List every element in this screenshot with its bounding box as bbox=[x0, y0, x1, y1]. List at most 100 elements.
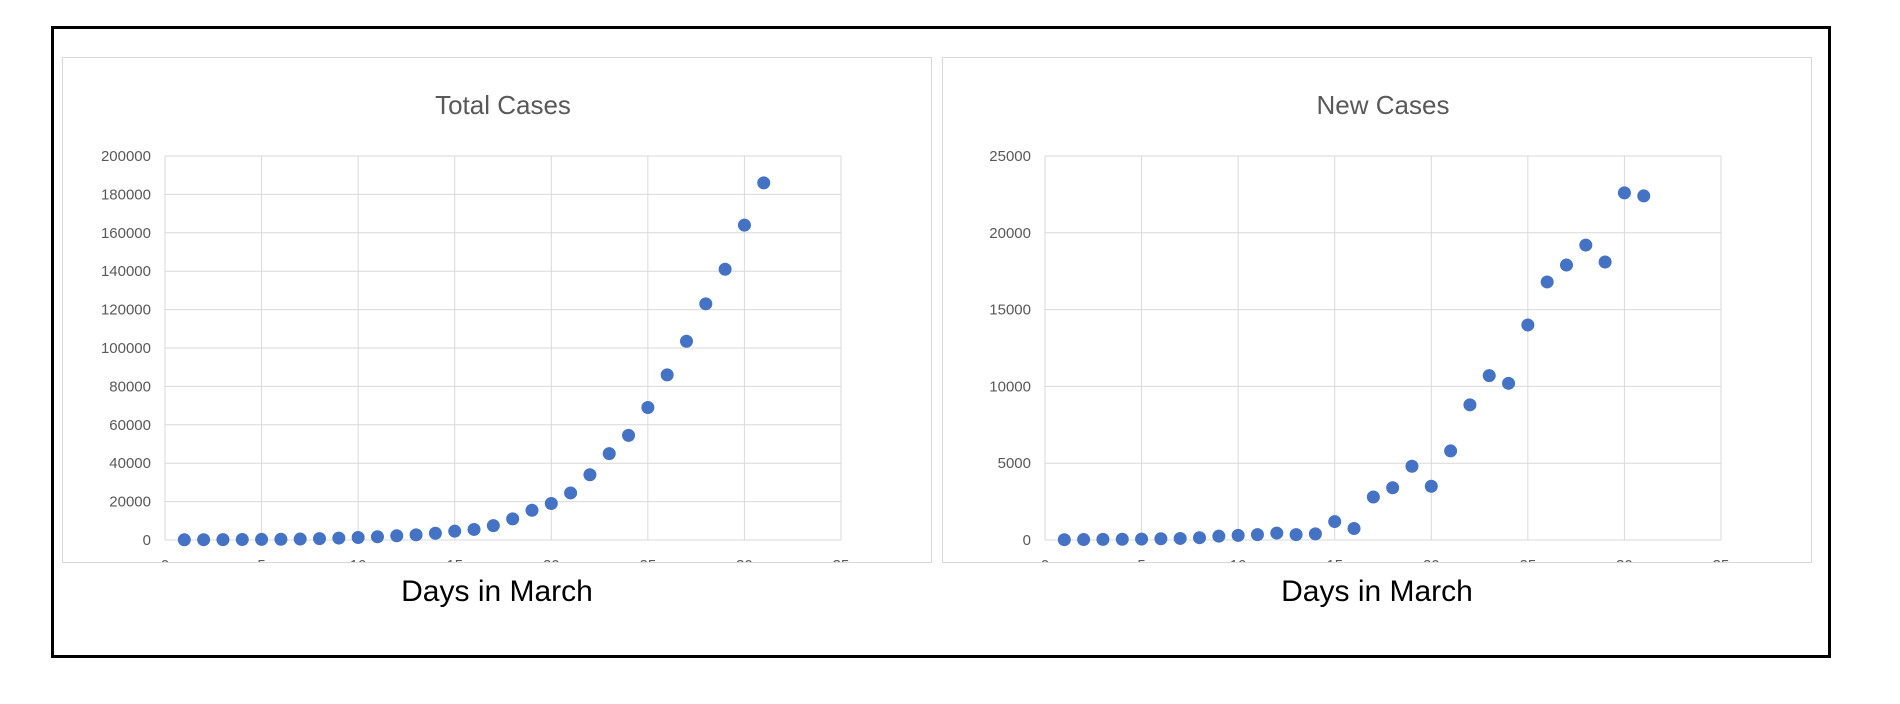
new-cases-data-point bbox=[1115, 532, 1129, 546]
new-cases-x-tick-label: 15 bbox=[1326, 557, 1343, 562]
new-cases-x-tick-label: 10 bbox=[1230, 557, 1247, 562]
total-cases-data-point bbox=[757, 176, 771, 190]
new-cases-data-point bbox=[1154, 532, 1168, 546]
new-cases-data-point bbox=[1617, 186, 1631, 200]
total-cases-chart-panel: Total Cases 0 20000 40000 60000 80000 100000 12… bbox=[62, 57, 932, 563]
total-cases-data-point bbox=[274, 532, 288, 546]
new-cases-data-point bbox=[1231, 528, 1245, 542]
new-cases-x-tick-label: 20 bbox=[1423, 557, 1440, 562]
total-cases-data-point bbox=[525, 503, 539, 517]
new-cases-data-point bbox=[1386, 481, 1400, 495]
total-cases-y-tick-label: 140000 bbox=[101, 263, 151, 280]
new-cases-x-axis-label: Days in March bbox=[1281, 575, 1473, 608]
total-cases-x-tick-label: 30 bbox=[736, 557, 753, 562]
total-cases-y-tick-label: 100000 bbox=[101, 340, 151, 357]
new-cases-data-point bbox=[1173, 531, 1187, 545]
total-cases-data-point bbox=[641, 401, 655, 415]
total-cases-data-point bbox=[235, 533, 249, 547]
total-cases-x-tick-label: 15 bbox=[446, 557, 463, 562]
new-cases-data-point bbox=[1212, 529, 1226, 543]
total-cases-x-tick-label: 35 bbox=[833, 557, 850, 562]
new-cases-data-point bbox=[1463, 398, 1477, 412]
new-cases-y-tick-label: 0 bbox=[1023, 532, 1031, 549]
new-cases-x-tick-label: 30 bbox=[1616, 557, 1633, 562]
new-cases-data-point bbox=[1502, 376, 1516, 390]
total-cases-x-tick-label: 10 bbox=[350, 557, 367, 562]
total-cases-y-tick-label: 200000 bbox=[101, 148, 151, 165]
total-cases-data-point bbox=[506, 512, 520, 526]
total-cases-data-point bbox=[428, 526, 442, 540]
total-cases-data-point bbox=[448, 524, 462, 538]
new-cases-data-point bbox=[1521, 318, 1535, 332]
total-cases-data-point bbox=[583, 468, 597, 482]
total-cases-y-tick-label: 80000 bbox=[109, 378, 151, 395]
new-cases-data-point bbox=[1270, 526, 1284, 540]
total-cases-chart-title: Total Cases bbox=[435, 90, 571, 120]
total-cases-data-point bbox=[544, 497, 558, 511]
new-cases-data-point bbox=[1540, 275, 1554, 289]
total-cases-y-tick-label: 180000 bbox=[101, 186, 151, 203]
new-cases-data-point bbox=[1135, 532, 1149, 546]
new-cases-data-point bbox=[1250, 528, 1264, 542]
total-cases-y-tick-label: 20000 bbox=[109, 494, 151, 511]
total-cases-data-point bbox=[197, 533, 211, 547]
new-cases-y-tick-label: 15000 bbox=[989, 302, 1031, 319]
total-cases-data-point bbox=[177, 533, 191, 547]
new-cases-y-tick-label: 10000 bbox=[989, 378, 1031, 395]
total-cases-data-point bbox=[486, 519, 500, 533]
new-cases-data-point bbox=[1096, 532, 1110, 546]
total-cases-x-tick-label: 5 bbox=[257, 557, 265, 562]
new-cases-data-point bbox=[1559, 258, 1573, 272]
total-cases-data-point bbox=[467, 522, 481, 536]
new-cases-data-point bbox=[1193, 531, 1207, 545]
new-cases-data-point bbox=[1057, 533, 1071, 547]
new-cases-data-point bbox=[1308, 527, 1322, 541]
new-cases-data-point bbox=[1347, 521, 1361, 535]
new-cases-data-point bbox=[1637, 189, 1651, 203]
new-cases-data-point bbox=[1077, 533, 1091, 547]
new-cases-x-tick-label: 25 bbox=[1520, 557, 1537, 562]
total-cases-chart: Total Cases 0 20000 40000 60000 80000 100000 12… bbox=[101, 90, 850, 562]
new-cases-data-point bbox=[1366, 490, 1380, 504]
new-cases-data-point bbox=[1444, 444, 1458, 458]
total-cases-data-point bbox=[255, 532, 269, 546]
new-cases-x-tick-label: 5 bbox=[1137, 557, 1145, 562]
total-cases-data-point bbox=[409, 528, 423, 542]
new-cases-data-point bbox=[1405, 459, 1419, 473]
new-cases-chart-panel: New Cases 0 5000 10000 15000 20000 25000 0 5 10 15… bbox=[942, 57, 1812, 563]
new-cases-data-point bbox=[1424, 479, 1438, 493]
new-cases-y-tick-label: 20000 bbox=[989, 225, 1031, 242]
total-cases-data-point bbox=[699, 297, 713, 311]
total-cases-x-tick-label: 20 bbox=[543, 557, 560, 562]
total-cases-data-point bbox=[737, 218, 751, 232]
total-cases-x-axis-label: Days in March bbox=[401, 575, 593, 608]
new-cases-x-tick-label: 35 bbox=[1713, 557, 1730, 562]
total-cases-data-point bbox=[216, 533, 230, 547]
total-cases-y-tick-label: 60000 bbox=[109, 417, 151, 434]
new-cases-data-point bbox=[1598, 255, 1612, 269]
total-cases-x-tick-label: 25 bbox=[640, 557, 657, 562]
total-cases-data-point bbox=[564, 486, 578, 500]
new-cases-data-point bbox=[1328, 515, 1342, 529]
total-cases-data-point bbox=[351, 531, 365, 545]
total-cases-y-tick-label: 120000 bbox=[101, 302, 151, 319]
total-cases-data-point bbox=[332, 531, 346, 545]
total-cases-x-tick-label: 0 bbox=[161, 557, 169, 562]
total-cases-y-tick-label: 40000 bbox=[109, 455, 151, 472]
total-cases-y-tick-label: 0 bbox=[143, 532, 151, 549]
new-cases-data-point bbox=[1482, 369, 1496, 383]
total-cases-y-tick-label: 160000 bbox=[101, 225, 151, 242]
total-cases-data-point bbox=[370, 530, 384, 544]
new-cases-x-tick-label: 0 bbox=[1041, 557, 1049, 562]
total-cases-data-point bbox=[679, 334, 693, 348]
total-cases-data-point bbox=[390, 529, 404, 543]
total-cases-data-point bbox=[602, 447, 616, 461]
new-cases-y-tick-label: 5000 bbox=[998, 455, 1031, 472]
total-cases-data-point bbox=[313, 532, 327, 546]
total-cases-data-point bbox=[660, 368, 674, 382]
total-cases-data-point bbox=[718, 262, 732, 276]
figure-frame: Total Cases 0 20000 40000 60000 80000 100000 12… bbox=[51, 26, 1831, 658]
new-cases-data-point bbox=[1579, 238, 1593, 252]
new-cases-chart-title: New Cases bbox=[1317, 90, 1450, 120]
total-cases-data-point bbox=[293, 532, 307, 546]
